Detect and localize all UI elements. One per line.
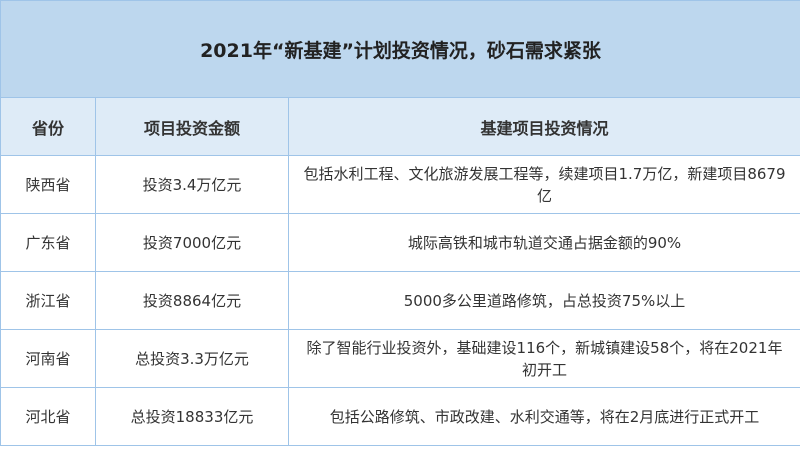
details-cell: 包括水利工程、文化旅游发展工程等，续建项目1.7万亿，新建项目8679亿 xyxy=(287,155,800,214)
table-row: 广东省 投资7000亿元 城际高铁和城市轨道交通占据金额的90% xyxy=(0,213,800,272)
amount-cell: 投资8864亿元 xyxy=(95,271,289,330)
table-title: 2021年“新基建”计划投资情况，砂石需求紧张 xyxy=(0,0,800,98)
province-cell: 浙江省 xyxy=(0,271,96,330)
title-row: 2021年“新基建”计划投资情况，砂石需求紧张 xyxy=(0,0,800,98)
details-cell: 除了智能行业投资外，基础建设116个，新城镇建设58个，将在2021年初开工 xyxy=(287,329,800,388)
header-amount: 项目投资金额 xyxy=(95,97,289,156)
amount-cell: 总投资18833亿元 xyxy=(95,387,289,446)
header-province: 省份 xyxy=(0,97,96,156)
province-cell: 河南省 xyxy=(0,329,96,388)
header-details: 基建项目投资情况 xyxy=(287,97,800,156)
table-row: 河北省 总投资18833亿元 包括公路修筑、市政改建、水利交通等，将在2月底进行… xyxy=(0,387,800,446)
header-row: 省份 项目投资金额 基建项目投资情况 xyxy=(0,97,800,156)
amount-cell: 投资7000亿元 xyxy=(95,213,289,272)
province-cell: 陕西省 xyxy=(0,155,96,214)
province-cell: 广东省 xyxy=(0,213,96,272)
amount-cell: 投资3.4万亿元 xyxy=(95,155,289,214)
details-cell: 城际高铁和城市轨道交通占据金额的90% xyxy=(287,213,800,272)
amount-cell: 总投资3.3万亿元 xyxy=(95,329,289,388)
table-row: 浙江省 投资8864亿元 5000多公里道路修筑，占总投资75%以上 xyxy=(0,271,800,330)
details-cell: 包括公路修筑、市政改建、水利交通等，将在2月底进行正式开工 xyxy=(287,387,800,446)
table-row: 河南省 总投资3.3万亿元 除了智能行业投资外，基础建设116个，新城镇建设58… xyxy=(0,329,800,388)
province-cell: 河北省 xyxy=(0,387,96,446)
details-cell: 5000多公里道路修筑，占总投资75%以上 xyxy=(287,271,800,330)
table-row: 陕西省 投资3.4万亿元 包括水利工程、文化旅游发展工程等，续建项目1.7万亿，… xyxy=(0,155,800,214)
